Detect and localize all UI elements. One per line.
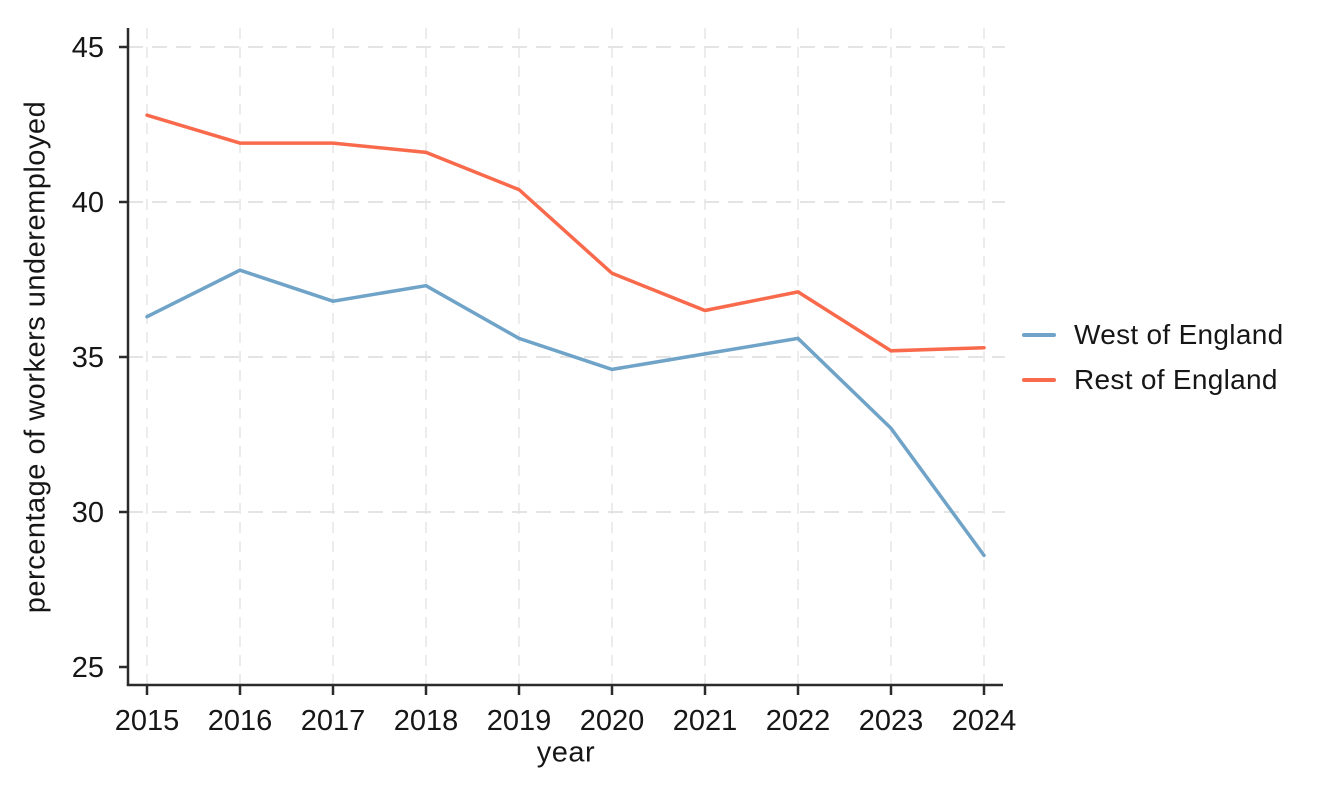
x-tick-label-2015: 2015 (115, 705, 180, 737)
legend-line-swatch-west-of-england (1022, 333, 1056, 337)
x-tick-label-2016: 2016 (208, 705, 273, 737)
x-tick-label-2023: 2023 (859, 705, 924, 737)
x-tick-label-2019: 2019 (487, 705, 552, 737)
x-tick-label-2024: 2024 (952, 705, 1017, 737)
y-tick-label-25: 25 (72, 652, 104, 684)
x-tick-label-2017: 2017 (301, 705, 366, 737)
legend-item-rest-of-england: Rest of England (1022, 364, 1283, 395)
y-tick-label-35: 35 (72, 342, 104, 374)
legend-label-west-of-england: West of England (1074, 319, 1284, 350)
legend-item-west-of-england: West of England (1022, 319, 1284, 350)
legend: West of England Rest of England (1022, 319, 1284, 395)
y-tick-label-30: 30 (72, 497, 104, 529)
x-tick-label-2020: 2020 (580, 705, 645, 737)
y-tick-label-40: 40 (72, 187, 104, 219)
legend-line-swatch-rest-of-england (1022, 378, 1056, 382)
series-line-west-of-england (145, 268, 986, 558)
legend-label-rest-of-england: Rest of England (1074, 364, 1278, 395)
x-tick-label-2018: 2018 (394, 705, 459, 737)
x-tick-label-2021: 2021 (673, 705, 738, 737)
series-line-rest-of-england (145, 113, 986, 353)
y-axis-title: percentage of workers underemployed (19, 100, 52, 614)
x-axis-title: year (536, 736, 596, 769)
x-tick-label-2022: 2022 (766, 705, 831, 737)
y-tick-label-45: 45 (72, 32, 104, 64)
